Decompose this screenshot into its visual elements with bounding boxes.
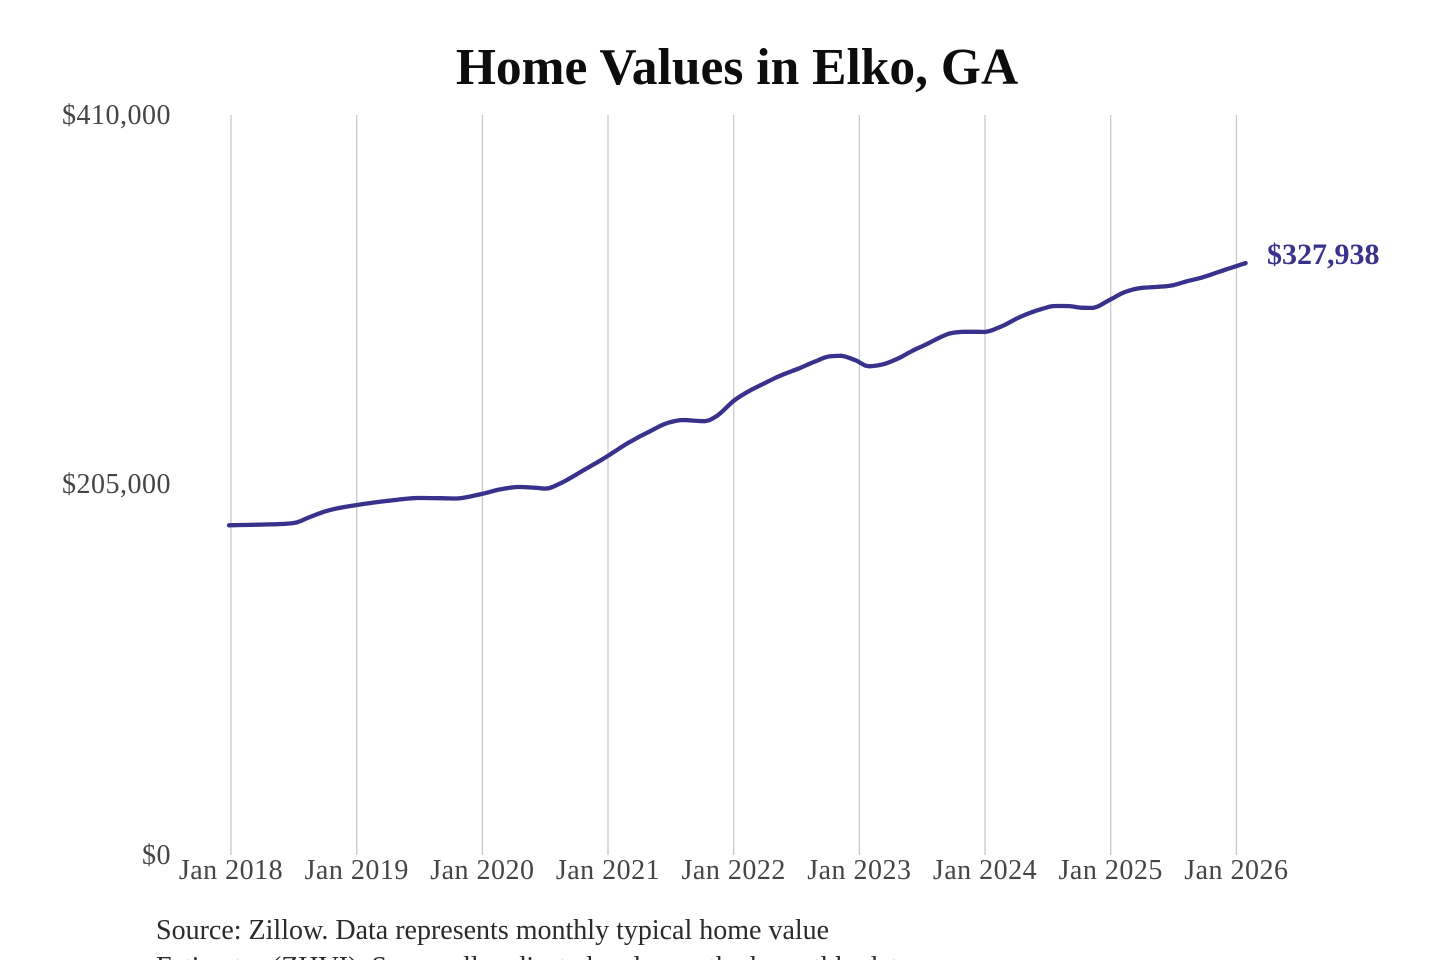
svg-text:Source: Zillow. Data represent: Source: Zillow. Data represents monthly …: [156, 915, 829, 946]
svg-text:Jan 2026: Jan 2026: [1184, 855, 1288, 886]
svg-text:Jan 2025: Jan 2025: [1059, 855, 1163, 886]
svg-text:Jan 2023: Jan 2023: [807, 855, 911, 886]
svg-text:Jan 2018: Jan 2018: [179, 855, 283, 886]
svg-text:Jan 2021: Jan 2021: [556, 855, 660, 886]
svg-text:Home Values in Elko, GA: Home Values in Elko, GA: [456, 39, 1018, 96]
svg-text:Jan 2024: Jan 2024: [933, 855, 1037, 886]
svg-text:$410,000: $410,000: [62, 100, 171, 131]
svg-text:$0: $0: [142, 840, 171, 871]
svg-text:$205,000: $205,000: [62, 469, 171, 500]
svg-text:$327,938: $327,938: [1267, 238, 1380, 271]
svg-text:Estimates (ZHVI). Seasonally a: Estimates (ZHVI). Seasonally adjusted an…: [156, 952, 911, 960]
svg-text:Jan 2020: Jan 2020: [430, 855, 534, 886]
svg-text:Jan 2022: Jan 2022: [682, 855, 786, 886]
svg-text:Jan 2019: Jan 2019: [305, 855, 409, 886]
